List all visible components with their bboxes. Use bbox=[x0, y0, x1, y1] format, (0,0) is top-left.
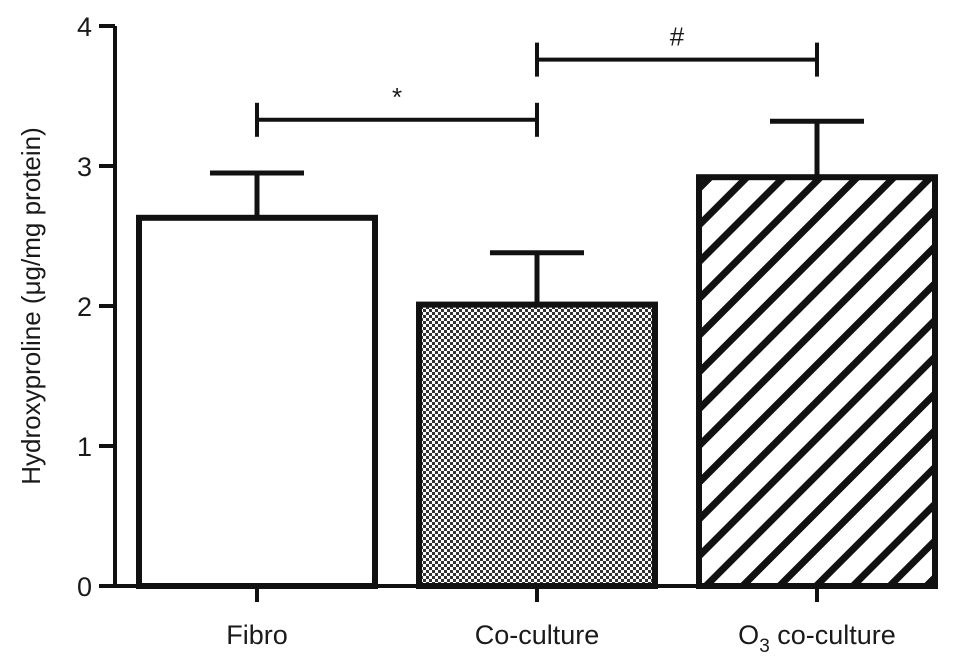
y-tick-label: 4 bbox=[77, 12, 92, 42]
category-label: Fibro bbox=[226, 620, 288, 650]
category-label-main: O bbox=[738, 620, 759, 650]
x-axis: Fibro Co-culture O3 co-culture bbox=[113, 584, 902, 657]
y-tick-label: 1 bbox=[77, 432, 92, 462]
significance-symbol: * bbox=[392, 82, 402, 112]
bar bbox=[416, 301, 658, 589]
category-label: Co-culture bbox=[475, 620, 600, 650]
y-axis: 0 1 2 3 4 bbox=[77, 12, 117, 602]
y-tick-label: 2 bbox=[77, 292, 92, 322]
category-label: O3 co-culture bbox=[738, 620, 896, 657]
y-axis-title: Hydroxyproline (μg/mg protein) bbox=[16, 127, 46, 484]
bar bbox=[696, 174, 938, 589]
category-label-rest: co-culture bbox=[770, 620, 896, 650]
significance-symbol: # bbox=[670, 22, 685, 52]
y-tick-label: 3 bbox=[77, 152, 92, 182]
category-label-subscript: 3 bbox=[759, 636, 770, 657]
y-tick-label: 0 bbox=[77, 572, 92, 602]
bar bbox=[136, 214, 378, 590]
